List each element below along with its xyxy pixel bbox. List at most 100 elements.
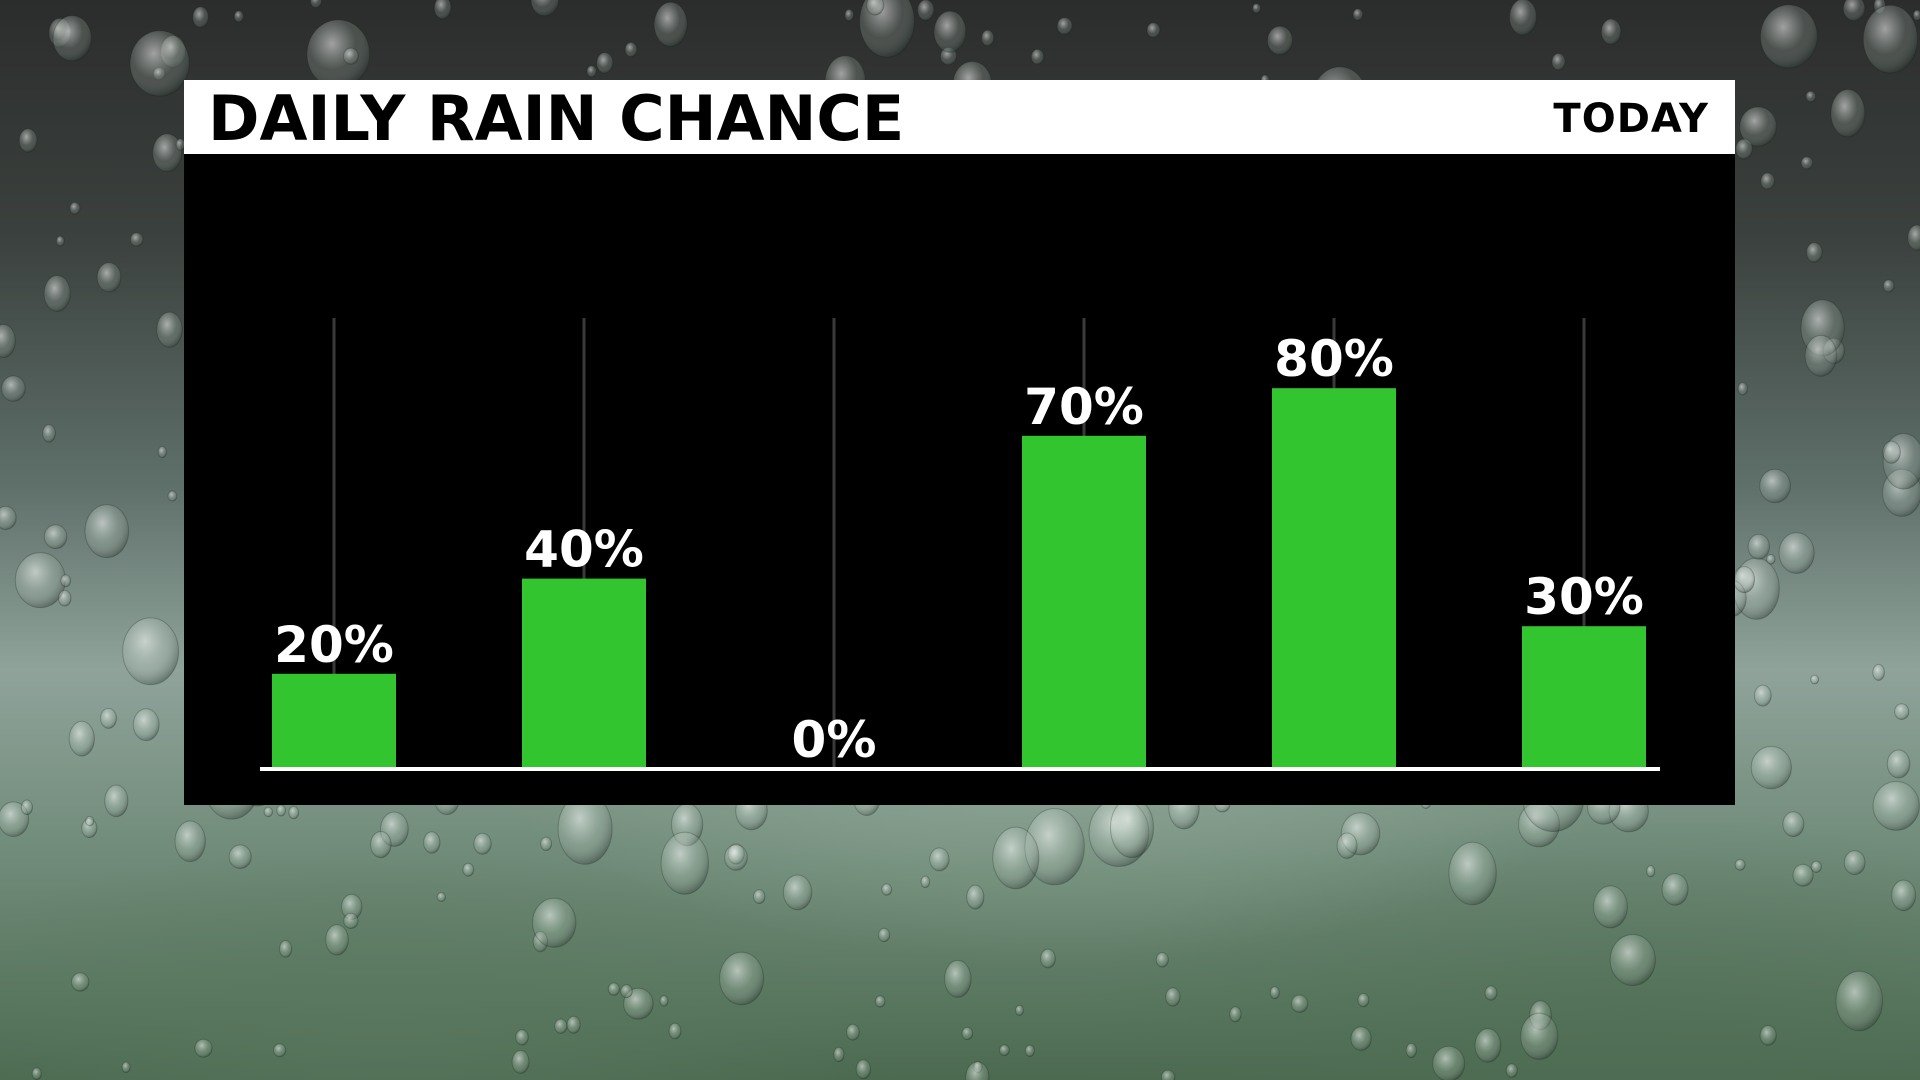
raindrop (1805, 90, 1817, 103)
raindrop (192, 6, 210, 29)
raindrop (1505, 1063, 1518, 1078)
raindrop (157, 445, 168, 459)
raindrop (917, 0, 935, 21)
raindrop (132, 708, 160, 742)
raindrop (724, 844, 748, 871)
raindrop (1146, 22, 1161, 39)
raindrop (1405, 1042, 1418, 1059)
raindrop (566, 1015, 581, 1034)
raindrop (96, 262, 122, 293)
raindrop (273, 1043, 287, 1058)
raindrop (174, 820, 206, 863)
raindrop (1609, 934, 1656, 986)
data-label-fri: 20% (274, 616, 394, 674)
category-label-wed: WED (1532, 800, 1635, 805)
raindrop (100, 707, 117, 729)
raindrop (1160, 1069, 1176, 1080)
raindrop (1792, 863, 1814, 887)
raindrop (833, 1046, 845, 1063)
raindrop (607, 982, 621, 996)
raindrop (129, 232, 144, 247)
raindrop (20, 799, 33, 816)
raindrop (1251, 3, 1262, 14)
raindrop (782, 874, 813, 911)
raindrop (1907, 224, 1920, 251)
raindrop (878, 927, 891, 943)
raindrop (1024, 1044, 1035, 1058)
raindrop (1229, 1006, 1242, 1023)
raindrop (1484, 985, 1498, 1001)
raindrop (530, 0, 560, 17)
raindrop (1155, 952, 1169, 968)
raindrop (233, 10, 244, 23)
raindrop (844, 8, 855, 22)
raindrop (1737, 382, 1748, 396)
raindrop (1593, 885, 1628, 929)
raindrop (1040, 948, 1056, 969)
raindrop (1810, 860, 1822, 873)
raindrop (1448, 841, 1497, 906)
raindrop (1015, 1004, 1024, 1016)
raindrop (668, 1022, 682, 1040)
raindrop (1891, 879, 1917, 912)
rain-chance-panel: DAILY RAIN CHANCE TODAY 20% FRI 40% SAT 0% SU… (184, 80, 1735, 805)
data-label-mon: 70% (1024, 378, 1144, 436)
raindrop (71, 972, 90, 992)
raindrop (1894, 703, 1910, 720)
raindrop (152, 133, 183, 173)
raindrop (866, 0, 885, 16)
raindrop (653, 1, 688, 47)
category-label-mon: MON (1032, 800, 1136, 805)
category-label-sat: SAT (543, 800, 625, 805)
raindrop (1551, 53, 1566, 71)
raindrop (920, 875, 931, 889)
raindrop (31, 1067, 42, 1080)
raindrop (1734, 858, 1746, 871)
raindrop (981, 29, 995, 47)
raindrop (343, 912, 359, 930)
raindrop (1267, 25, 1293, 56)
raindrop (1872, 663, 1885, 681)
raindrop (18, 128, 38, 153)
raindrop (52, 15, 92, 62)
raindrop (1759, 1025, 1777, 1046)
raindrop (194, 1038, 213, 1058)
bar-chart: 20% FRI 40% SAT 0% SUN 70% MON 80% TUE 30% WED (260, 318, 1660, 805)
raindrop (1432, 1045, 1466, 1080)
bar-wed (1522, 626, 1646, 769)
raindrop (1520, 1012, 1559, 1060)
raindrop (343, 47, 359, 65)
raindrop (1735, 138, 1753, 160)
raindrop (1165, 987, 1181, 1007)
raindrop (462, 862, 475, 877)
category-label-fri: FRI (300, 800, 369, 805)
raindrop (1509, 0, 1537, 36)
raindrop (752, 889, 766, 905)
raindrop (660, 831, 709, 895)
raindrop (1810, 674, 1820, 685)
raindrop (1842, 0, 1866, 22)
raindrop (433, 0, 452, 20)
category-label-sun: SUN (788, 800, 880, 805)
raindrop (1760, 172, 1775, 190)
bar-sat (522, 578, 646, 769)
raindrop (263, 806, 273, 818)
raindrop (436, 892, 446, 902)
bar-mon (1022, 435, 1146, 769)
raindrop (306, 19, 371, 89)
raindrop (228, 844, 252, 870)
raindrop (1056, 17, 1073, 35)
raindrop (0, 505, 17, 530)
raindrop (370, 831, 392, 859)
raindrop (1806, 242, 1823, 263)
raindrop (1290, 994, 1309, 1013)
raindrop (623, 987, 654, 1020)
raindrop (69, 201, 81, 215)
raindrop (276, 804, 287, 817)
raindrop (515, 1029, 529, 1046)
raindrop (624, 41, 638, 58)
raindrop (1739, 106, 1777, 147)
raindrop (1733, 566, 1756, 594)
raindrop (60, 574, 72, 588)
raindrop (659, 995, 669, 1007)
